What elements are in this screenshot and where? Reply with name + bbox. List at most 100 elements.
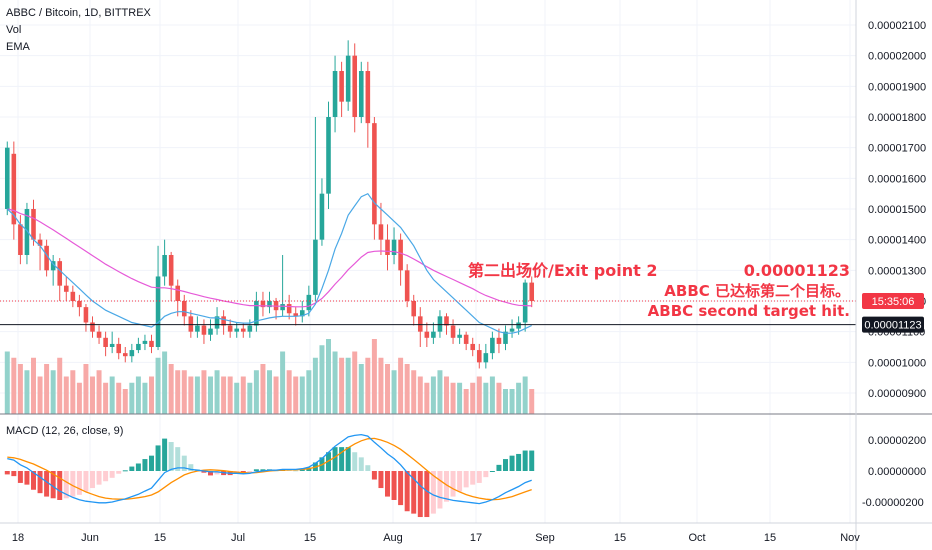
macd-tick-label: 0.00000000 (868, 466, 926, 478)
macd-hist-bar (162, 438, 168, 471)
candle (116, 337, 122, 360)
macd-hist-bar (253, 469, 259, 471)
volume-bar (319, 345, 325, 414)
macd-hist-bar (4, 471, 10, 475)
candle (129, 343, 135, 363)
ema-legend[interactable]: EMA (6, 41, 31, 53)
volume-bar (162, 351, 168, 414)
candle (221, 310, 226, 335)
macd-legend[interactable]: MACD (12, 26, close, 9) (6, 425, 123, 437)
annotation-target-en[interactable]: ABBC second target hit. (648, 302, 850, 320)
volume-bar (57, 357, 63, 414)
candle (339, 61, 344, 117)
macd-hist-bar (50, 471, 56, 499)
volume-bar (476, 376, 482, 414)
time-tick-label: Sep (535, 532, 555, 544)
candle (476, 343, 482, 369)
time-tick-label: Oct (688, 532, 705, 544)
macd-hist-bar (63, 471, 69, 499)
volume-bar (286, 370, 292, 414)
candle (326, 101, 331, 209)
candle (444, 313, 449, 335)
candle (411, 294, 417, 326)
volume-bar (116, 382, 122, 414)
candle (391, 227, 397, 265)
volume-bar (208, 376, 213, 414)
volume-bar (234, 382, 240, 414)
candle (470, 337, 476, 357)
volume-bar (63, 376, 69, 414)
candle (96, 325, 102, 344)
candle (175, 279, 181, 317)
volume-bar (129, 382, 135, 414)
macd-hist-bar (378, 471, 384, 489)
candle (63, 276, 69, 301)
volume-bar (175, 370, 181, 414)
macd-tick-label: -0.00000200 (862, 497, 924, 509)
volume-bar (267, 370, 272, 414)
candle (149, 334, 154, 354)
macd-hist-bar (430, 471, 436, 514)
volume-bar (70, 370, 76, 414)
volume-bar (457, 382, 463, 414)
macd-hist-bar (57, 471, 63, 500)
candle (195, 316, 200, 338)
volume-bar (24, 370, 30, 414)
annotation-target-cn[interactable]: ABBC 已达标第二个目标。 (664, 282, 850, 300)
candle (280, 255, 285, 317)
macd-hist-bar (181, 455, 187, 471)
volume-bar (378, 357, 384, 414)
candle (457, 328, 462, 344)
candle (286, 294, 292, 320)
candle (44, 239, 49, 277)
grid-lines (0, 0, 856, 523)
volume-bar (516, 382, 522, 414)
volume-bar (201, 370, 207, 414)
macd-hist-bar (489, 471, 495, 472)
time-tick-label: 18 (12, 532, 24, 544)
candle (306, 285, 312, 317)
volume-bar (339, 357, 345, 414)
macd-hist-bar (450, 471, 456, 497)
svg-text:0.00001123: 0.00001123 (864, 320, 921, 332)
macd-hist-bar (135, 463, 141, 471)
candle (77, 294, 82, 317)
macd-signal-line (7, 437, 532, 501)
annotation-exit-point[interactable]: 第二出场价/Exit point 2 (468, 261, 657, 280)
volume-bar (529, 389, 535, 414)
macd-hist-bar (470, 471, 476, 485)
volume-bar (149, 376, 154, 414)
candle (319, 178, 325, 246)
candle (50, 255, 56, 286)
candle (11, 141, 17, 240)
volume-bar (135, 376, 141, 414)
volume-bar (168, 364, 174, 414)
symbol-legend[interactable]: ABBC / Bitcoin, 1D, BITTREX (6, 7, 152, 19)
time-axis[interactable]: 18 Jun 15 Jul 15 Aug 17 Sep 15 Oct 15 Nov (12, 532, 860, 544)
time-tick-label: 15 (154, 532, 166, 544)
macd-hist-bar (83, 471, 89, 492)
candle (483, 343, 489, 369)
macd-hist-bar (463, 471, 469, 488)
volume-bar (50, 370, 56, 414)
macd-hist-bar (332, 447, 338, 471)
candle (365, 61, 371, 148)
macd-hist-bar (417, 471, 423, 518)
volume-bar (306, 370, 312, 414)
macd-hist-bar (398, 471, 404, 506)
vol-legend[interactable]: Vol (6, 24, 21, 36)
price-axis[interactable]: 0.00002100 0.00002000 0.00001900 0.00001800… (868, 20, 926, 400)
macd-hist-bar (358, 457, 364, 471)
macd-hist-bar (529, 450, 535, 471)
macd-hist-bar (24, 471, 30, 485)
macd-hist-bar (90, 471, 95, 489)
macd-axis[interactable]: 0.00000200 0.00000000 -0.00000200 (862, 435, 926, 509)
annotation-exit-value[interactable]: 0.00001123 (744, 261, 850, 280)
candle (372, 117, 377, 240)
candle (417, 307, 423, 347)
candle (70, 285, 76, 308)
time-tick-label: 15 (304, 532, 316, 544)
candle (490, 331, 495, 360)
price-tick-label: 0.00001400 (868, 235, 926, 247)
